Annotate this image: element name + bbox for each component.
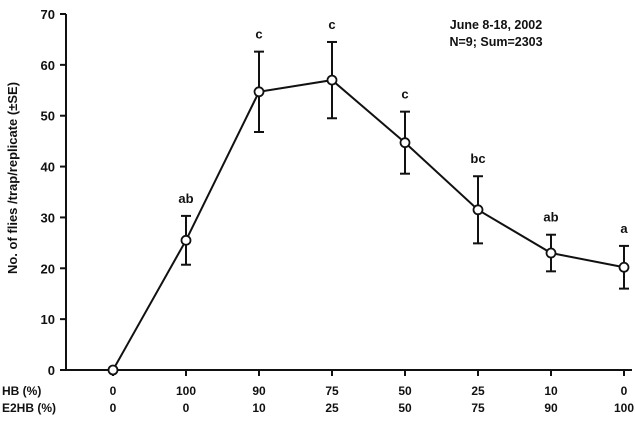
x-row-label: E2HB (%) xyxy=(2,401,56,415)
data-point xyxy=(545,247,557,259)
significance-letter: a xyxy=(620,221,628,236)
significance-letter: c xyxy=(255,27,262,42)
y-axis-title: No. of flies /trap/replicate (±SE) xyxy=(5,82,20,274)
y-tick-label: 40 xyxy=(41,160,55,175)
significance-letter: bc xyxy=(470,151,485,166)
x-tick-label: 0 xyxy=(621,384,628,398)
x-tick-label: 90 xyxy=(544,401,558,415)
data-point xyxy=(472,204,484,216)
x-tick-label: 50 xyxy=(398,401,412,415)
y-tick-label: 0 xyxy=(48,363,55,378)
x-tick-label: 10 xyxy=(252,401,266,415)
y-tick-label: 70 xyxy=(41,7,55,22)
x-tick-label: 10 xyxy=(544,384,558,398)
info-box: June 8-18, 2002 N=9; Sum=2303 xyxy=(449,18,542,49)
x-tick-label: 100 xyxy=(614,401,634,415)
y-axis-title-group: No. of flies /trap/replicate (±SE) xyxy=(5,82,20,274)
y-tick-label: 50 xyxy=(41,109,55,124)
y-tick-label: 30 xyxy=(41,210,55,225)
y-tick-label: 20 xyxy=(41,261,55,276)
date-range-text: June 8-18, 2002 xyxy=(450,18,542,32)
x-tick-label: 0 xyxy=(110,384,117,398)
x-tick-label: 25 xyxy=(325,401,339,415)
x-tick-label: 75 xyxy=(471,401,485,415)
x-tick-label: 100 xyxy=(176,384,196,398)
data-point xyxy=(180,234,192,246)
data-point xyxy=(253,86,265,98)
significance-letter: c xyxy=(401,87,408,102)
significance-letter: ab xyxy=(543,210,558,225)
significance-letter: c xyxy=(328,17,335,32)
x-tick-label: 0 xyxy=(183,401,190,415)
x-tick-label: 50 xyxy=(398,384,412,398)
x-row-label: HB (%) xyxy=(2,384,41,398)
y-tick-label: 10 xyxy=(41,312,55,327)
data-point xyxy=(618,261,630,273)
x-tick-label: 0 xyxy=(110,401,117,415)
x-tick-label: 75 xyxy=(325,384,339,398)
data-point xyxy=(399,137,411,149)
series-layer: ab c c c bc ab a xyxy=(107,17,630,376)
y-tick-label: 60 xyxy=(41,58,55,73)
data-point xyxy=(326,74,338,86)
x-tick-label: 90 xyxy=(252,384,266,398)
sample-size-text: N=9; Sum=2303 xyxy=(449,35,542,49)
series-line xyxy=(112,79,625,371)
significance-letter: ab xyxy=(178,191,193,206)
data-point xyxy=(107,364,119,376)
x-tick-label: 25 xyxy=(471,384,485,398)
